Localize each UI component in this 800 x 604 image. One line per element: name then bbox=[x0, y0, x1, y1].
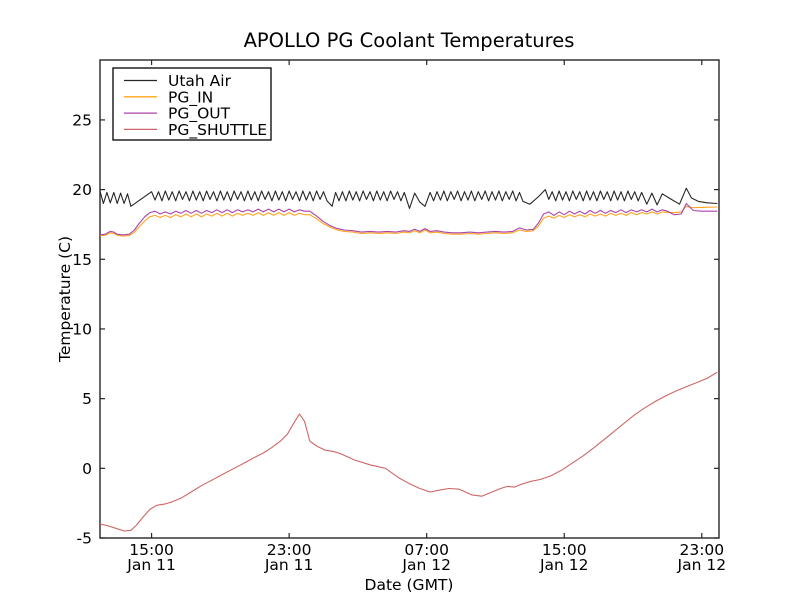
x-tick-date-label: Jan 11 bbox=[126, 556, 176, 574]
legend-item-label: PG_IN bbox=[168, 88, 213, 107]
series-line-pg-shuttle bbox=[99, 371, 718, 532]
x-axis-label: Date (GMT) bbox=[365, 576, 454, 594]
y-tick-label: 10 bbox=[72, 320, 92, 338]
x-tick-time-label: 15:00 bbox=[542, 541, 587, 559]
y-tick-label: 20 bbox=[72, 181, 92, 199]
x-tick-date-label: Jan 12 bbox=[677, 556, 727, 574]
legend-item-label: PG_OUT bbox=[168, 105, 231, 124]
y-tick-label: -5 bbox=[77, 530, 92, 548]
legend-item-label: Utah Air bbox=[168, 72, 232, 90]
y-axis-label: Temperature (C) bbox=[56, 236, 74, 363]
x-tick-time-label: 07:00 bbox=[404, 541, 449, 559]
chart-title: APOLLO PG Coolant Temperatures bbox=[244, 29, 575, 52]
y-tick-label: 15 bbox=[72, 251, 92, 269]
x-tick-time-label: 15:00 bbox=[129, 541, 174, 559]
y-tick-label: 0 bbox=[82, 460, 92, 478]
series-line-pg-in bbox=[99, 205, 718, 237]
y-tick-label: 25 bbox=[72, 111, 92, 129]
x-tick-date-label: Jan 12 bbox=[401, 556, 451, 574]
series-line-utah-air bbox=[99, 187, 718, 209]
series-line-pg-out bbox=[99, 202, 718, 236]
x-tick-date-label: Jan 11 bbox=[264, 556, 314, 574]
x-tick-time-label: 23:00 bbox=[267, 541, 312, 559]
legend-item-label: PG_SHUTTLE bbox=[168, 121, 267, 140]
y-tick-label: 5 bbox=[82, 390, 92, 408]
axes-spines bbox=[99, 59, 720, 539]
x-tick-date-label: Jan 12 bbox=[539, 556, 589, 574]
x-tick-time-label: 23:00 bbox=[679, 541, 724, 559]
